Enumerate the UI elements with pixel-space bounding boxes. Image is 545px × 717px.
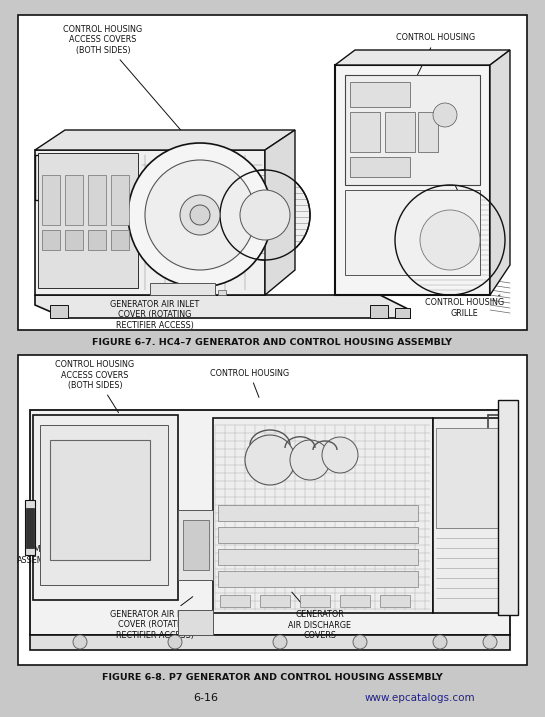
Text: PMG ASSEMBLY: PMG ASSEMBLY xyxy=(415,161,477,197)
Bar xyxy=(25,500,35,555)
Text: CONTROL HOUSING: CONTROL HOUSING xyxy=(396,34,475,77)
Bar xyxy=(150,283,215,295)
Text: 6-16: 6-16 xyxy=(193,693,219,703)
Bar xyxy=(18,355,527,665)
Bar xyxy=(88,175,106,225)
Circle shape xyxy=(128,143,272,287)
Polygon shape xyxy=(35,130,295,150)
Circle shape xyxy=(483,635,497,649)
Circle shape xyxy=(168,635,182,649)
Circle shape xyxy=(290,440,330,480)
Circle shape xyxy=(273,635,287,649)
Circle shape xyxy=(433,635,447,649)
Text: CONTROL HOUSING
ACCESS COVERS
(BOTH SIDES): CONTROL HOUSING ACCESS COVERS (BOTH SIDE… xyxy=(63,25,183,133)
Bar xyxy=(345,75,480,185)
Bar xyxy=(218,549,418,565)
Bar xyxy=(178,610,213,635)
Bar xyxy=(498,400,518,615)
Bar xyxy=(350,157,410,177)
Text: GENERATOR AIR INLET
COVER (ROTATING
RECTIFIER ACCESS): GENERATOR AIR INLET COVER (ROTATING RECT… xyxy=(111,597,199,640)
Bar xyxy=(418,112,438,152)
Bar xyxy=(178,510,213,580)
Polygon shape xyxy=(335,50,510,65)
Bar xyxy=(218,505,418,521)
Bar xyxy=(436,428,498,528)
Bar xyxy=(350,112,380,152)
Bar xyxy=(35,150,265,295)
Bar xyxy=(38,153,138,288)
Circle shape xyxy=(73,635,87,649)
Bar xyxy=(50,305,68,318)
Text: CONTROL HOUSING
ACCESS COVERS
(BOTH SIDES): CONTROL HOUSING ACCESS COVERS (BOTH SIDE… xyxy=(56,360,135,413)
Bar xyxy=(18,15,527,330)
Bar xyxy=(385,112,415,152)
Circle shape xyxy=(245,435,295,485)
Circle shape xyxy=(145,160,255,270)
Bar xyxy=(220,595,250,607)
Bar xyxy=(26,508,34,548)
Bar xyxy=(218,571,418,587)
Text: FIGURE 6-8. P7 GENERATOR AND CONTROL HOUSING ASSEMBLY: FIGURE 6-8. P7 GENERATOR AND CONTROL HOU… xyxy=(101,673,443,682)
Bar xyxy=(335,65,490,295)
Circle shape xyxy=(190,205,210,225)
Bar xyxy=(183,520,209,570)
Bar xyxy=(33,415,178,600)
Text: GENERATOR
AIR DISCHARGE
COVERS: GENERATOR AIR DISCHARGE COVERS xyxy=(288,592,352,640)
Bar xyxy=(380,595,410,607)
Bar xyxy=(350,82,410,107)
Text: CONTROL HOUSING
GRILLE: CONTROL HOUSING GRILLE xyxy=(425,295,504,318)
Bar xyxy=(42,175,60,225)
Bar xyxy=(218,527,418,543)
Bar xyxy=(88,230,106,250)
Text: GENERATOR
AIR DISCHARGE
COVERS: GENERATOR AIR DISCHARGE COVERS xyxy=(57,240,120,270)
Bar xyxy=(65,175,83,225)
Bar xyxy=(111,230,129,250)
Text: www.epcatalogs.com: www.epcatalogs.com xyxy=(365,693,475,703)
Bar xyxy=(433,418,503,613)
Text: GENERATOR AIR INLET
COVER (ROTATING
RECTIFIER ACCESS): GENERATOR AIR INLET COVER (ROTATING RECT… xyxy=(111,290,199,330)
Bar xyxy=(340,595,370,607)
Bar xyxy=(30,410,510,635)
Bar xyxy=(370,305,388,318)
Circle shape xyxy=(353,635,367,649)
Bar xyxy=(395,308,410,318)
Text: PMG
ASSEMBLY: PMG ASSEMBLY xyxy=(17,518,59,565)
Bar xyxy=(213,418,433,613)
Text: FIGURE 6-7. HC4–7 GENERATOR AND CONTROL HOUSING ASSEMBLY: FIGURE 6-7. HC4–7 GENERATOR AND CONTROL … xyxy=(92,338,452,347)
Bar xyxy=(111,175,129,225)
Polygon shape xyxy=(490,50,510,295)
Circle shape xyxy=(220,170,310,260)
Bar xyxy=(218,290,226,295)
Circle shape xyxy=(322,437,358,473)
Circle shape xyxy=(433,103,457,127)
Circle shape xyxy=(180,195,220,235)
Polygon shape xyxy=(265,130,295,295)
Bar xyxy=(42,230,60,250)
Text: CONTROL HOUSING: CONTROL HOUSING xyxy=(210,369,289,397)
Polygon shape xyxy=(35,295,410,318)
Bar xyxy=(260,595,290,607)
Bar xyxy=(65,230,83,250)
Bar xyxy=(345,190,480,275)
Circle shape xyxy=(395,185,505,295)
Bar xyxy=(40,425,168,585)
Circle shape xyxy=(420,210,480,270)
Circle shape xyxy=(240,190,290,240)
Polygon shape xyxy=(30,635,510,650)
Bar xyxy=(50,440,150,560)
Bar xyxy=(300,595,330,607)
